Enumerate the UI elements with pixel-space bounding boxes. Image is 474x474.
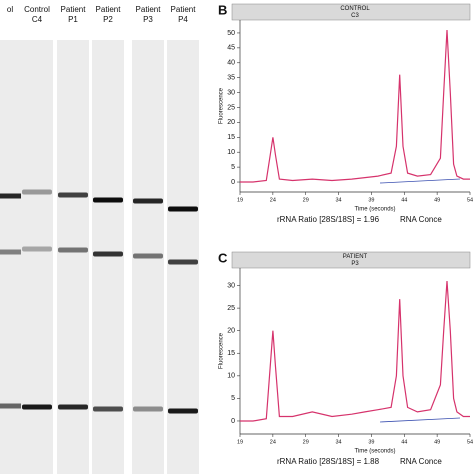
gel-band [58, 247, 88, 253]
x-tick-label: 39 [368, 197, 374, 203]
subheader: P3 [351, 261, 359, 267]
gel-band [133, 406, 163, 412]
gel-band [93, 406, 123, 412]
x-tick-label: 44 [401, 197, 407, 203]
x-tick-label: 34 [336, 439, 342, 445]
lane-label: Patient [96, 5, 122, 14]
x-tick-label: 29 [303, 439, 309, 445]
gel-band [93, 251, 123, 257]
baseline [379, 178, 461, 184]
panel-label: C [218, 250, 228, 265]
x-tick-label: 44 [401, 439, 407, 445]
y-tick-label: 25 [227, 305, 235, 312]
y-tick-label: 30 [227, 89, 235, 96]
gel-band [0, 403, 25, 409]
y-axis-label: Fluorescence [219, 87, 225, 124]
gel-band [22, 189, 52, 195]
gel-lane [57, 40, 89, 474]
footer-text: rRNA Ratio [28S/18S] = 1.96 [277, 215, 380, 224]
gel-band [168, 259, 198, 265]
y-tick-label: 50 [227, 30, 235, 37]
x-tick-label: 29 [303, 197, 309, 203]
y-tick-label: 30 [227, 282, 235, 289]
gel-band [93, 197, 123, 203]
gel-band [168, 408, 198, 414]
lane-label: Patient [136, 5, 162, 14]
lane-label: Control [24, 5, 50, 14]
gel-band [0, 193, 25, 199]
panel-header [231, 251, 471, 269]
y-tick-label: 35 [227, 75, 235, 82]
gel-band [58, 404, 88, 410]
x-tick-label: 49 [434, 197, 440, 203]
header: PATIENT [343, 254, 368, 260]
y-tick-label: 0 [231, 418, 235, 425]
lane-sublabel: P2 [103, 15, 113, 24]
y-tick-label: 20 [227, 328, 235, 335]
x-axis-label: Time (seconds) [354, 207, 395, 213]
lane-sublabel: P3 [143, 15, 153, 24]
lane-label: Patient [61, 5, 87, 14]
x-tick-label: 19 [237, 439, 243, 445]
gel-lane [167, 40, 199, 474]
y-tick-label: 5 [231, 164, 235, 171]
x-tick-label: 39 [368, 439, 374, 445]
gel-lane [21, 40, 53, 474]
gel-band [22, 246, 52, 252]
footer-text: RNA Conce [400, 215, 442, 224]
panel-label: B [218, 2, 227, 17]
subheader: C3 [351, 13, 359, 19]
footer-text: rRNA Ratio [28S/18S] = 1.88 [277, 457, 380, 466]
gel-band [168, 206, 198, 212]
y-tick-label: 10 [227, 373, 235, 380]
panel-header [231, 3, 471, 21]
gel-band [133, 198, 163, 204]
lane-label: Patient [171, 5, 197, 14]
lane-label: ol [7, 5, 13, 14]
y-tick-label: 45 [227, 45, 235, 52]
lane-sublabel: C4 [32, 15, 43, 24]
y-axis-label: Fluorescence [219, 332, 225, 369]
x-tick-label: 24 [270, 197, 276, 203]
gel-band [133, 253, 163, 259]
trace [240, 280, 470, 422]
gel-band [22, 404, 52, 410]
x-tick-label: 54 [467, 439, 473, 445]
x-tick-label: 24 [270, 439, 276, 445]
x-tick-label: 54 [467, 197, 473, 203]
gel-band [0, 249, 25, 255]
x-tick-label: 19 [237, 197, 243, 203]
y-tick-label: 15 [227, 350, 235, 357]
lane-sublabel: P1 [68, 15, 78, 24]
lane-sublabel: P4 [178, 15, 188, 24]
x-axis-label: Time (seconds) [354, 449, 395, 455]
baseline [379, 417, 461, 423]
y-tick-label: 0 [231, 179, 235, 186]
x-tick-label: 49 [434, 439, 440, 445]
trace [240, 29, 470, 183]
gel-lane [92, 40, 124, 474]
header: CONTROL [340, 6, 370, 12]
y-tick-label: 25 [227, 104, 235, 111]
y-tick-label: 15 [227, 134, 235, 141]
y-tick-label: 10 [227, 149, 235, 156]
x-tick-label: 34 [336, 197, 342, 203]
y-tick-label: 20 [227, 119, 235, 126]
footer-text: RNA Conce [400, 457, 442, 466]
y-tick-label: 40 [227, 60, 235, 67]
y-tick-label: 5 [231, 395, 235, 402]
gel-band [58, 192, 88, 198]
